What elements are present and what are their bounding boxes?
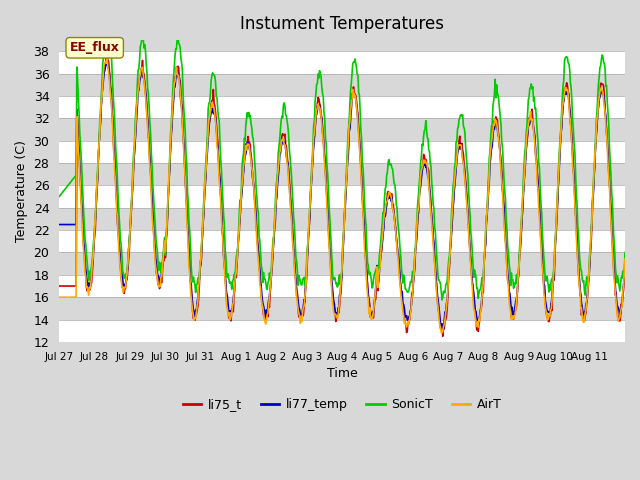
Bar	[59, 185, 625, 208]
Bar	[59, 275, 625, 297]
Text: EE_flux: EE_flux	[70, 41, 120, 54]
Bar	[59, 96, 625, 119]
Bar	[59, 141, 625, 163]
Bar	[59, 230, 625, 252]
Legend: li75_t, li77_temp, SonicT, AirT: li75_t, li77_temp, SonicT, AirT	[178, 394, 506, 417]
Title: Instument Temperatures: Instument Temperatures	[240, 15, 444, 33]
Y-axis label: Temperature (C): Temperature (C)	[15, 140, 28, 242]
Bar	[59, 320, 625, 342]
Bar	[59, 51, 625, 73]
X-axis label: Time: Time	[326, 367, 358, 380]
